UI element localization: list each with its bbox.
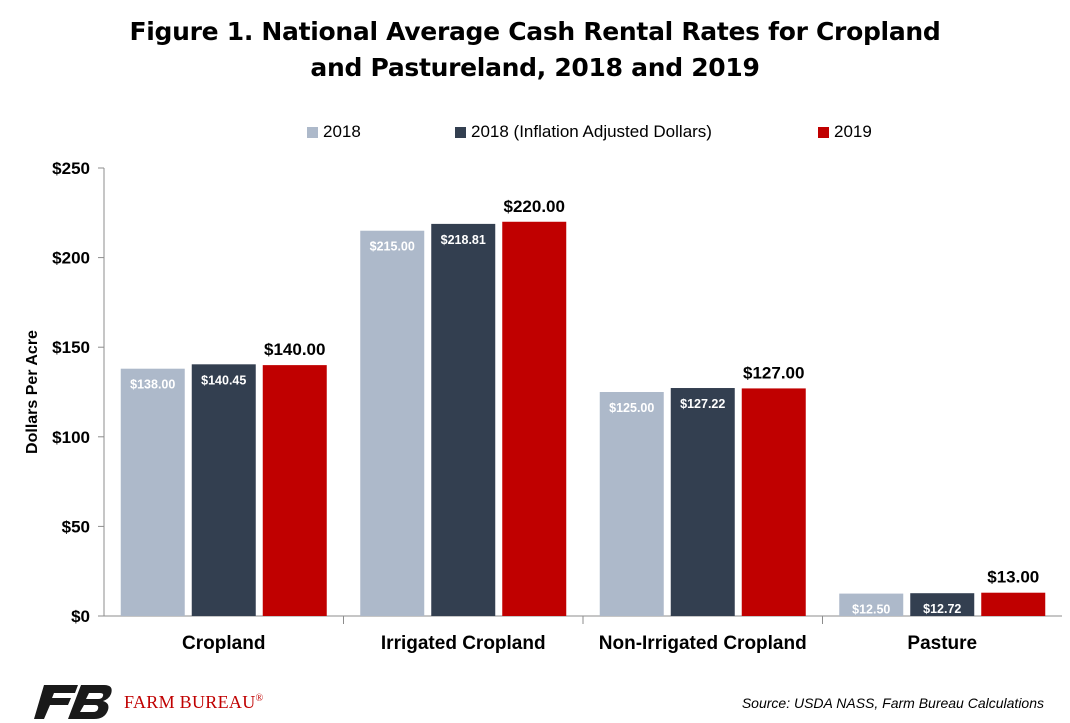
data-label: $140.00: [264, 340, 325, 359]
data-label: $215.00: [370, 240, 415, 254]
legend-item-2018-adjusted: 2018 (Inflation Adjusted Dollars): [455, 122, 712, 142]
bar: [262, 365, 327, 616]
data-label: $140.45: [201, 373, 246, 387]
x-tick-label: Pasture: [907, 633, 977, 654]
bar: [431, 223, 496, 616]
bar: [599, 392, 664, 616]
x-tick-label: Cropland: [182, 633, 265, 654]
bar: [839, 593, 904, 616]
x-tick-label: Non-Irrigated Cropland: [599, 633, 807, 654]
data-label: $138.00: [130, 378, 175, 392]
bar: [120, 368, 185, 616]
y-tick-label: $200: [52, 249, 90, 268]
legend-swatch-2018-adjusted: [455, 126, 466, 138]
y-tick-label: $100: [52, 428, 90, 447]
bar: [910, 593, 975, 616]
y-tick-label: $250: [52, 159, 90, 178]
bar: [741, 388, 806, 616]
data-label: $12.50: [852, 603, 890, 617]
farm-bureau-logo: FARM BUREAU®: [34, 685, 263, 719]
data-label: $220.00: [504, 197, 565, 216]
data-label: $127.22: [680, 397, 725, 411]
legend-label-2018-adjusted: 2018 (Inflation Adjusted Dollars): [471, 122, 712, 141]
chart-title: Figure 1. National Average Cash Rental R…: [0, 14, 1070, 86]
legend-label-2018: 2018: [323, 122, 361, 141]
y-axis-label: Dollars Per Acre: [24, 330, 41, 454]
data-label: $127.00: [743, 363, 804, 382]
bar: [981, 592, 1046, 616]
bar: [502, 221, 567, 616]
registered-mark: ®: [255, 692, 264, 704]
data-label: $12.72: [923, 602, 961, 616]
logo-text: FARM BUREAU: [124, 691, 256, 712]
bar: [670, 388, 735, 616]
legend-swatch-2019: [818, 126, 829, 138]
y-tick-label: $150: [52, 338, 90, 357]
bar: [191, 364, 256, 616]
chart-title-line-2: and Pastureland, 2018 and 2019: [310, 53, 760, 82]
legend: 2018 2018 (Inflation Adjusted Dollars) 2…: [0, 122, 1070, 146]
farm-bureau-fb-icon: [34, 685, 112, 719]
data-label: $125.00: [609, 401, 654, 415]
legend-item-2019: 2019: [818, 122, 872, 142]
chart-title-line-1: Figure 1. National Average Cash Rental R…: [129, 17, 941, 46]
data-label: $13.00: [987, 568, 1039, 587]
legend-label-2019: 2019: [834, 122, 872, 141]
y-tick-label: $50: [62, 517, 90, 536]
y-tick-label: $0: [71, 607, 90, 626]
bar: [360, 230, 425, 616]
data-label: $218.81: [441, 233, 486, 247]
farm-bureau-wordmark: FARM BUREAU®: [124, 692, 263, 713]
source-note: Source: USDA NASS, Farm Bureau Calculati…: [741, 695, 1044, 711]
legend-swatch-2018: [307, 126, 318, 138]
x-tick-label: Irrigated Cropland: [381, 633, 546, 654]
legend-item-2018: 2018: [307, 122, 361, 142]
